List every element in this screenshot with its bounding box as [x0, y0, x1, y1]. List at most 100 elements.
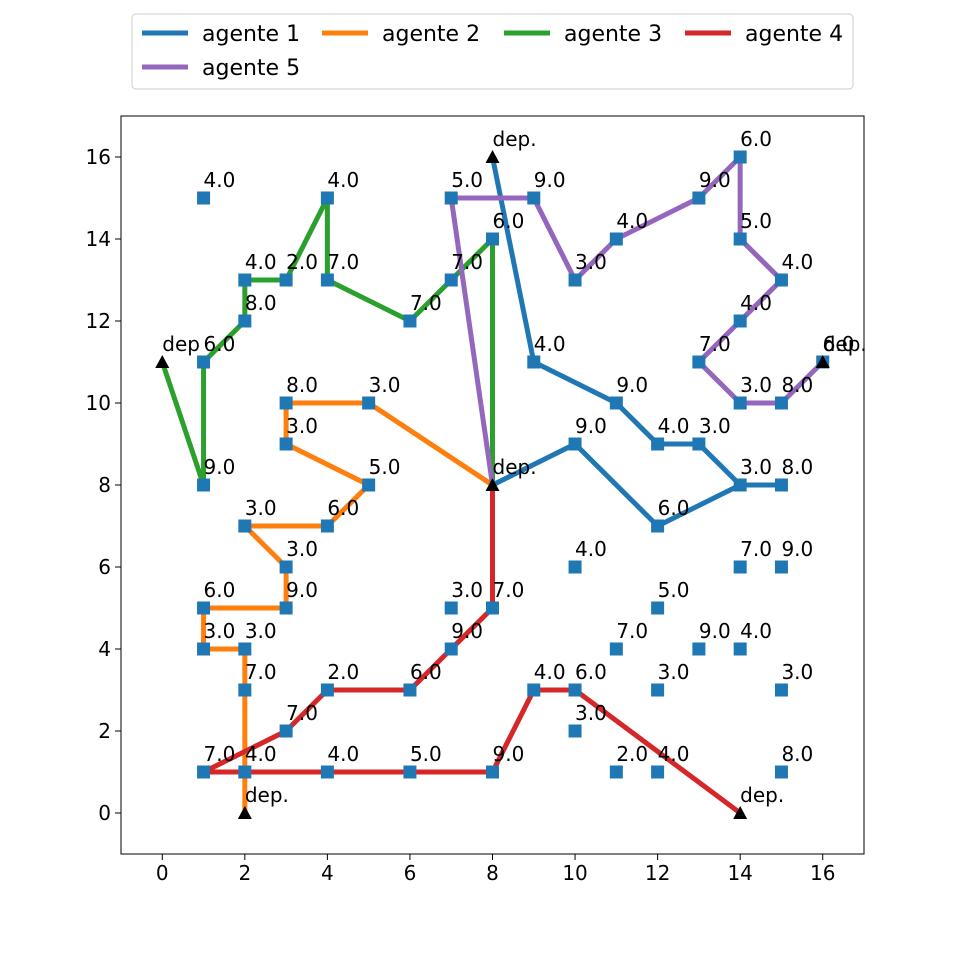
x-tick-label: 14 [727, 861, 752, 885]
customer-demand-label: 5.0 [658, 578, 690, 602]
customer-marker [320, 519, 334, 533]
customer-marker [197, 601, 211, 615]
customer-marker [774, 683, 788, 697]
customer-demand-label: 8.0 [245, 291, 277, 315]
customer-marker [486, 601, 499, 615]
customer-marker [238, 642, 252, 656]
customer-demand-label: 6.0 [204, 332, 236, 356]
customer-demand-label: 5.0 [740, 209, 772, 233]
customer-demand-label: 9.0 [493, 742, 525, 766]
customer-marker [733, 314, 747, 328]
customer-marker [692, 355, 706, 369]
customer-demand-label: 3.0 [286, 537, 318, 561]
y-tick-label: 12 [86, 309, 111, 333]
customer-marker [692, 642, 706, 656]
customer-marker [320, 273, 334, 287]
customer-marker [774, 560, 788, 574]
customer-marker [403, 683, 417, 697]
customer-marker [320, 765, 334, 779]
customer-demand-label: 6.0 [204, 578, 236, 602]
customer-demand-label: 5.0 [451, 168, 483, 192]
customer-marker [238, 765, 252, 779]
customer-marker [774, 765, 788, 779]
customer-marker [279, 724, 293, 738]
customer-demand-label: 7.0 [286, 701, 318, 725]
customer-marker [279, 273, 293, 287]
depot-marker [485, 478, 500, 491]
customer-marker [733, 396, 747, 410]
route-line-agente-5 [448, 154, 825, 486]
customer-demand-label: 8.0 [781, 455, 813, 479]
depot-label: dep. [493, 455, 537, 479]
customer-demand-label: 3.0 [245, 619, 277, 643]
customer-demand-label: 7.0 [493, 578, 525, 602]
customer-demand-label: 9.0 [286, 578, 318, 602]
customer-marker [197, 642, 211, 656]
customer-marker [444, 601, 458, 615]
customer-demand-label: 4.0 [658, 414, 690, 438]
customer-demand-label: 4.0 [245, 742, 277, 766]
customer-demand-label: 9.0 [204, 455, 236, 479]
customer-demand-label: 4.0 [327, 168, 359, 192]
customer-demand-label: 4.0 [534, 332, 566, 356]
x-tick-label: 0 [156, 861, 169, 885]
depot-marker [815, 355, 830, 368]
x-tick-label: 10 [562, 861, 587, 885]
customer-demand-label: 2.0 [616, 742, 648, 766]
legend-entry-agente-1: agente 1 [142, 22, 300, 47]
customer-demand-label: 2.0 [327, 660, 359, 684]
customer-marker [197, 355, 211, 369]
customer-marker [568, 724, 582, 738]
point-labels: 4.0 4.0 5.0 9.0 9.0 6.0 6.0 4.0 5.0 4.0 2.0 7.0 7.0 3… [162, 127, 867, 807]
x-tick-label: 6 [404, 861, 417, 885]
customer-demand-label: 3.0 [575, 701, 607, 725]
customer-demand-label: 7.0 [327, 250, 359, 274]
legend: agente 1 agente 2 agente 3 agente 4 agente 5 [131, 13, 854, 90]
customer-marker [527, 355, 541, 369]
legend-label: agente 5 [202, 56, 300, 81]
customer-marker [362, 478, 376, 492]
customer-marker [527, 683, 541, 697]
legend-label: agente 4 [745, 22, 843, 47]
customer-marker [320, 191, 334, 205]
legend-label: agente 1 [202, 22, 300, 47]
customer-marker [403, 314, 417, 328]
legend-entry-agente-4: agente 4 [685, 22, 843, 47]
customer-marker [733, 232, 747, 246]
depot-label: dep. [823, 332, 867, 356]
customer-demand-label: 7.0 [699, 332, 731, 356]
customer-demand-label: 7.0 [410, 291, 442, 315]
customer-demand-label: 6.0 [740, 127, 772, 151]
customer-marker [362, 396, 376, 410]
customer-demand-label: 6.0 [493, 209, 525, 233]
x-tick-label: 4 [321, 861, 334, 885]
customer-demand-label: 5.0 [369, 455, 401, 479]
customer-demand-label: 9.0 [534, 168, 566, 192]
customer-marker [651, 601, 665, 615]
customer-marker [692, 191, 706, 205]
customer-demand-label: 3.0 [451, 578, 483, 602]
customer-marker [692, 437, 706, 451]
y-tick-label: 2 [98, 719, 111, 743]
customer-marker [609, 765, 623, 779]
customer-demand-label: 6.0 [823, 332, 855, 356]
customer-demand-label: 3.0 [575, 250, 607, 274]
legend-label: agente 2 [382, 22, 480, 47]
legend-entry-agente-5: agente 5 [142, 56, 300, 81]
x-tick-label: 8 [486, 861, 499, 885]
customer-demand-label: 4.0 [327, 742, 359, 766]
customer-marker [774, 273, 788, 287]
customer-demand-label: 9.0 [451, 619, 483, 643]
customer-marker [609, 642, 623, 656]
customer-demand-label: 8.0 [286, 373, 318, 397]
customer-demand-label: 8.0 [781, 373, 813, 397]
customer-demand-label: 3.0 [369, 373, 401, 397]
customer-demand-label: 4.0 [575, 537, 607, 561]
customer-demand-label: 4.0 [534, 660, 566, 684]
customer-demand-label: 4.0 [658, 742, 690, 766]
customer-marker [238, 273, 252, 287]
customer-demand-label: 4.0 [781, 250, 813, 274]
y-tick-label: 16 [86, 145, 111, 169]
legend-label: agente 3 [564, 22, 662, 47]
customer-marker [279, 396, 293, 410]
